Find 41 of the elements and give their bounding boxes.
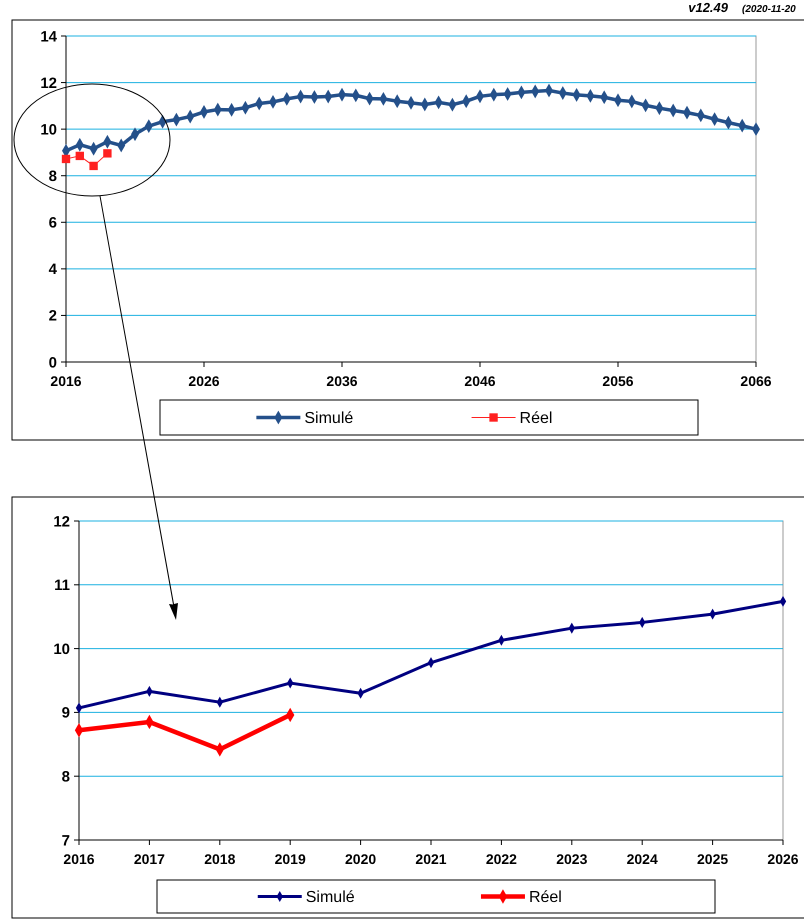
x-tick-label: 2016 (63, 851, 95, 867)
y-tick-label: 12 (53, 513, 70, 530)
y-tick-label: 12 (40, 74, 57, 92)
y-tick-label: 8 (62, 768, 70, 786)
x-tick-label: 2016 (50, 373, 82, 389)
x-tick-label: 2018 (204, 851, 236, 867)
x-tick-label: 2025 (697, 851, 728, 867)
legend-label: Simulé (306, 889, 355, 906)
x-tick-label: 2056 (602, 373, 634, 389)
y-tick-label: 2 (48, 308, 57, 325)
legend-label: Simulé (304, 410, 354, 428)
y-tick-label: 7 (62, 832, 70, 850)
x-tick-label: 2024 (626, 851, 658, 867)
x-tick-label: 2021 (415, 851, 447, 867)
text: (2020-11-20 (742, 4, 796, 15)
x-tick-label: 2026 (767, 851, 799, 867)
y-tick-label: 8 (48, 168, 57, 185)
x-tick-label: 2026 (188, 373, 220, 389)
legend-label: Réel (528, 889, 562, 906)
x-tick-label: 2023 (556, 851, 588, 867)
x-tick-label: 2017 (134, 851, 166, 867)
point (62, 154, 70, 164)
text: v12.49 (688, 0, 729, 15)
x-tick-label: 2019 (274, 851, 306, 867)
y-tick-label: 10 (40, 121, 57, 138)
y-tick-label: 4 (48, 261, 58, 278)
legend-label: Réel (520, 410, 552, 428)
x-tick-label: 2022 (486, 851, 518, 867)
y-tick-label: 0 (48, 354, 57, 372)
point (103, 149, 112, 158)
x-tick-label: 2046 (464, 373, 496, 389)
y-tick-label: 6 (48, 214, 57, 232)
y-tick-label: 11 (54, 577, 70, 594)
y-tick-label: 9 (62, 704, 70, 722)
x-tick-label: 2036 (326, 373, 358, 389)
x-tick-label: 2066 (740, 373, 772, 389)
point (89, 162, 98, 170)
y-tick-label: 14 (40, 28, 58, 46)
point (76, 152, 84, 160)
x-tick-label: 2020 (345, 851, 376, 867)
y-tick-label: 10 (53, 640, 70, 658)
